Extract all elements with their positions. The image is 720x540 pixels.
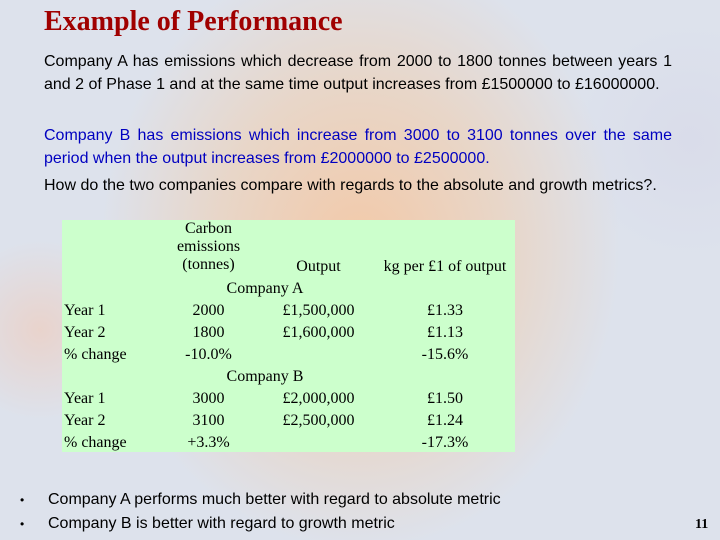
header-cell: Output xyxy=(296,258,341,275)
bullet-list: Company A performs much better with rega… xyxy=(20,488,501,536)
cell xyxy=(375,364,515,386)
paragraph: How do the two companies compare with re… xyxy=(44,177,657,194)
cell xyxy=(262,342,375,364)
row-label: Year 1 xyxy=(64,302,106,319)
data-row: Year 2 3100 £2,500,000 £1.24 xyxy=(62,408,515,430)
cell: 2000 xyxy=(192,302,225,319)
label-cell xyxy=(62,276,155,298)
data-row: Year 2 1800 £1,600,000 £1.13 xyxy=(62,320,515,342)
bullet: Company A performs much better with rega… xyxy=(20,488,501,512)
header-cell: Carbon emissions (tonnes) xyxy=(176,220,241,273)
cell: -15.6% xyxy=(421,346,469,363)
cell: £1.24 xyxy=(427,412,463,429)
bullet-text: Company B is better with regard to growt… xyxy=(48,515,395,532)
cell: £1.33 xyxy=(427,302,463,319)
cell: +3.3% xyxy=(187,434,230,451)
data-row: Year 1 3000 £2,000,000 £1.50 xyxy=(62,386,515,408)
title: Example of Performance xyxy=(44,6,343,37)
label-cell xyxy=(62,364,155,386)
bullet-text: Company A performs much better with rega… xyxy=(48,491,501,508)
cell: 3000 xyxy=(192,390,225,407)
cell: -17.3% xyxy=(421,434,469,451)
cell: £1,500,000 xyxy=(282,302,355,319)
data-row: % change -10.0% -15.6% xyxy=(62,342,515,364)
row-label: Year 1 xyxy=(64,390,106,407)
data-row: Year 1 2000 £1,500,000 £1.33 xyxy=(62,298,515,320)
cell: £2,000,000 xyxy=(282,390,355,407)
row-label: % change xyxy=(64,346,127,363)
cell xyxy=(375,276,515,298)
cell: -10.0% xyxy=(185,346,232,363)
row-label: Year 2 xyxy=(64,412,106,429)
page-number: 11 xyxy=(695,517,709,532)
cell: 1800 xyxy=(192,324,225,341)
cell: 3100 xyxy=(192,412,225,429)
cell: £1.50 xyxy=(427,390,463,407)
cell: £2,500,000 xyxy=(282,412,355,429)
paragraph: Company A has emissions which decrease f… xyxy=(44,53,672,93)
bullet: Company B is better with regard to growt… xyxy=(20,512,501,536)
section-title: Company B xyxy=(226,368,304,385)
section-row: Company A xyxy=(62,276,515,298)
header-cell: kg per £1 of output xyxy=(383,258,507,275)
data-row: % change +3.3% -17.3% xyxy=(62,430,515,452)
cell: £1.13 xyxy=(427,324,463,341)
row-label: % change xyxy=(64,434,127,451)
table: Carbon emissions (tonnes) Output kg per … xyxy=(62,220,515,452)
cell: £1,600,000 xyxy=(282,324,355,341)
header-row: Carbon emissions (tonnes) Output kg per … xyxy=(62,220,515,276)
section-title: Company A xyxy=(226,280,304,297)
row-label: Year 2 xyxy=(64,324,106,341)
cell xyxy=(262,430,375,452)
section-row: Company B xyxy=(62,364,515,386)
paragraph: Company B has emissions which increase f… xyxy=(44,127,672,167)
